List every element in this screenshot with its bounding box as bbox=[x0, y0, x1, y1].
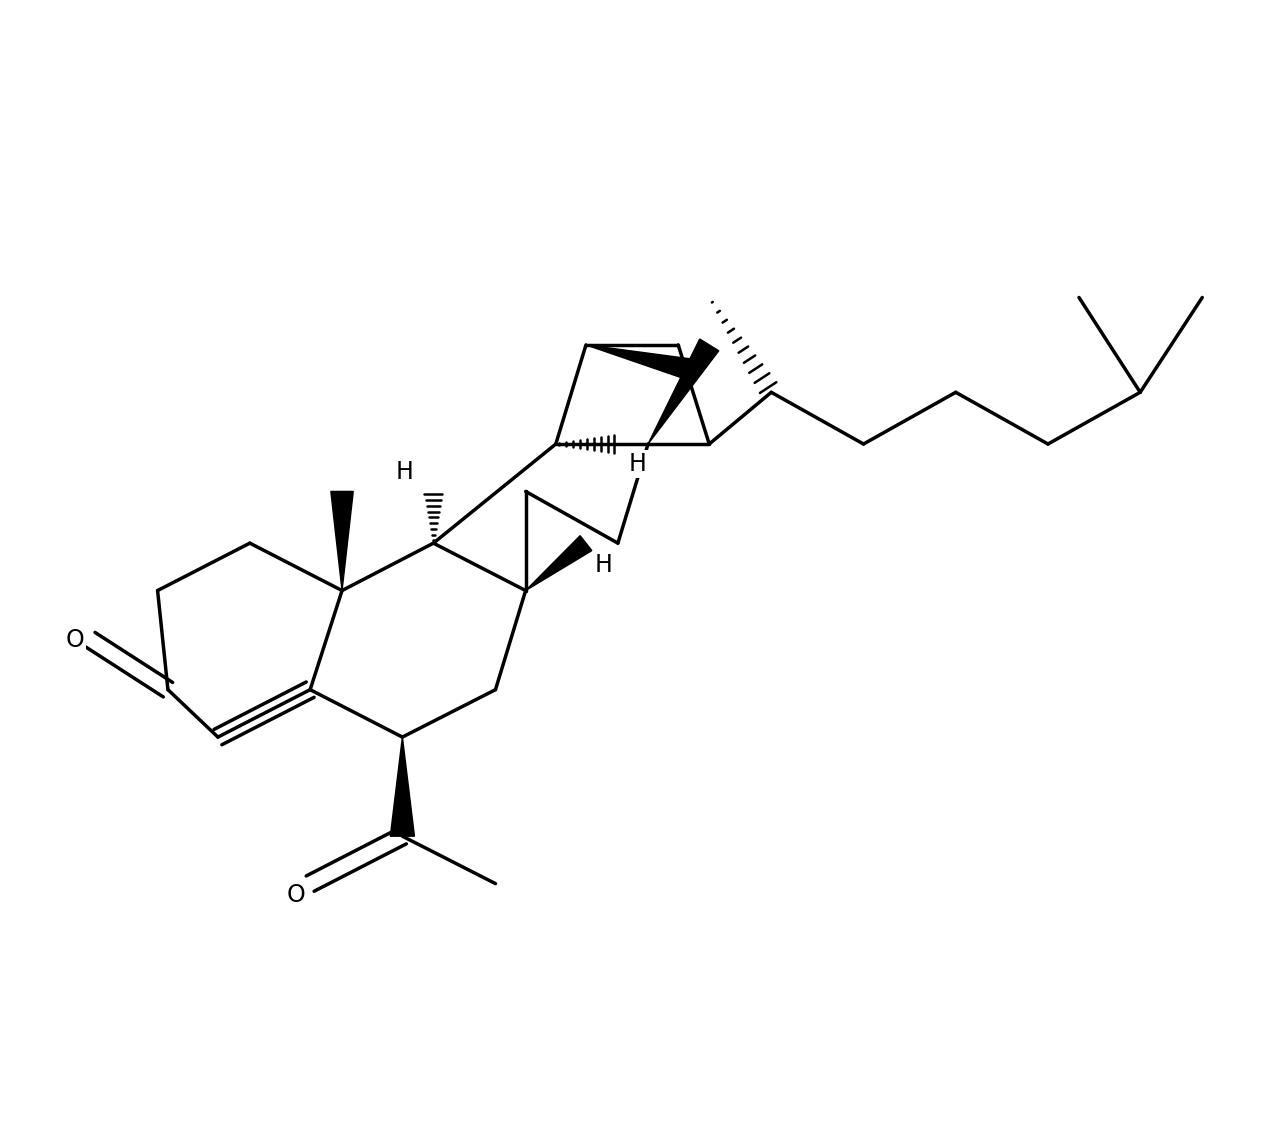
Polygon shape bbox=[586, 345, 698, 381]
Text: H: H bbox=[395, 461, 413, 485]
Text: O: O bbox=[286, 883, 304, 907]
Polygon shape bbox=[331, 492, 353, 591]
Text: H: H bbox=[629, 452, 647, 476]
Polygon shape bbox=[648, 339, 719, 444]
Polygon shape bbox=[390, 737, 415, 836]
Text: H: H bbox=[594, 553, 612, 577]
Text: O: O bbox=[65, 628, 85, 652]
Polygon shape bbox=[525, 536, 592, 591]
